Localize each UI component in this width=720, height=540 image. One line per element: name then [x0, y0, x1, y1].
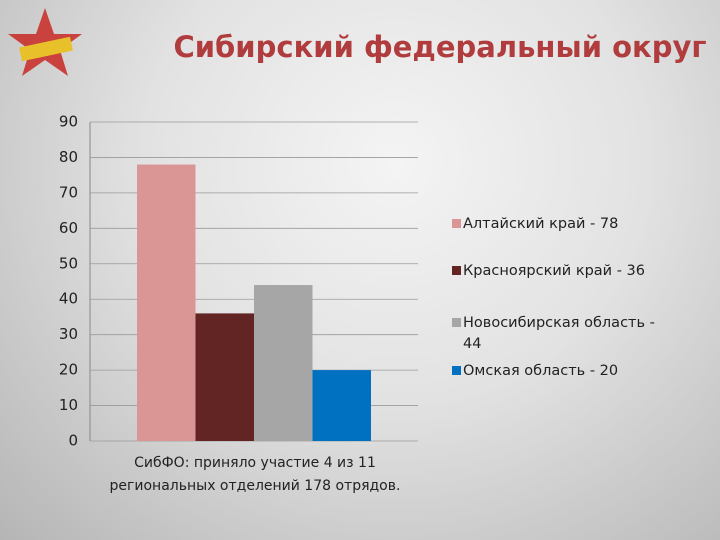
bar [195, 313, 254, 441]
bar [137, 164, 196, 442]
y-tick-label: 40 [59, 290, 78, 308]
legend-swatch [452, 266, 461, 275]
chart-title: Сибирский федеральный округ [173, 30, 707, 64]
y-tick-label: 10 [59, 396, 78, 414]
legend-item: Алтайский край - 78 [452, 214, 667, 235]
y-tick-label: 70 [59, 183, 78, 201]
y-tick-label: 90 [59, 113, 78, 131]
legend-swatch [452, 366, 461, 375]
y-tick-label: 30 [59, 325, 78, 343]
y-tick-label: 80 [59, 148, 78, 166]
legend-swatch [452, 318, 461, 327]
legend-label: Красноярский край - 36 [463, 263, 645, 279]
bar [254, 285, 313, 441]
y-tick-label: 50 [59, 254, 78, 272]
y-tick-label: 0 [68, 432, 78, 450]
legend-item: Омская область - 20 [452, 361, 667, 382]
legend-item: Красноярский край - 36 [452, 261, 667, 282]
y-tick-label: 60 [59, 219, 78, 237]
x-tick-label: СибФО: приняло участие 4 из 11 региональ… [109, 455, 401, 494]
legend-label: Омская область - 20 [463, 363, 619, 379]
y-tick-label: 20 [59, 361, 78, 379]
legend-item: Новосибирская область - 44 [452, 313, 667, 355]
legend-swatch [452, 219, 461, 228]
bar [312, 370, 371, 441]
legend-label: Алтайский край - 78 [463, 216, 619, 232]
legend-label: Новосибирская область - 44 [463, 315, 655, 352]
logo [8, 8, 82, 76]
